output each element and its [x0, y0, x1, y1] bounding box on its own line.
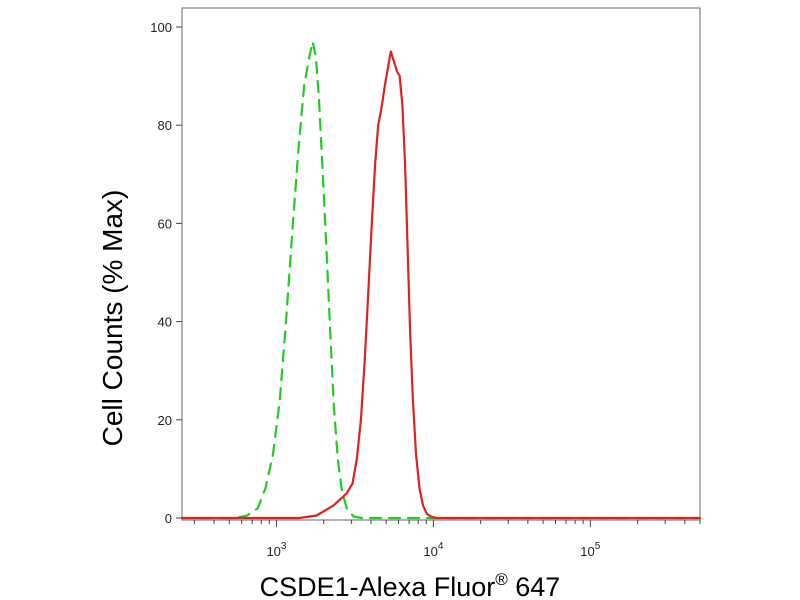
y-axis-ticks: 0 20 40 60 80 100 [150, 20, 182, 526]
x-axis-title: CSDE1-Alexa Fluor® 647 [260, 570, 561, 600]
plot-frame [181, 7, 701, 521]
y-tick-label: 0 [165, 511, 172, 526]
y-tick-label: 80 [158, 118, 172, 133]
y-tick-label: 100 [150, 20, 172, 35]
x-tick-label: 104 [423, 541, 443, 559]
series-layer [180, 40, 702, 520]
y-axis-title: Cell Counts (% Max) [97, 190, 128, 447]
x-axis-title-suffix: 647 [508, 572, 561, 600]
y-tick-label: 40 [158, 315, 172, 330]
y-tick-label: 20 [158, 413, 172, 428]
y-tick-label: 60 [158, 216, 172, 231]
x-tick-label: 105 [580, 541, 600, 559]
x-axis-title-main: CSDE1-Alexa Fluor [260, 572, 496, 600]
plot-border [181, 7, 701, 521]
sample-histogram-line [180, 50, 702, 520]
x-tick-label: 103 [266, 541, 286, 559]
control-histogram-line [180, 40, 702, 520]
x-axis-ticks: 103 104 105 [193, 520, 701, 559]
x-axis-title-sup: ® [495, 570, 508, 589]
